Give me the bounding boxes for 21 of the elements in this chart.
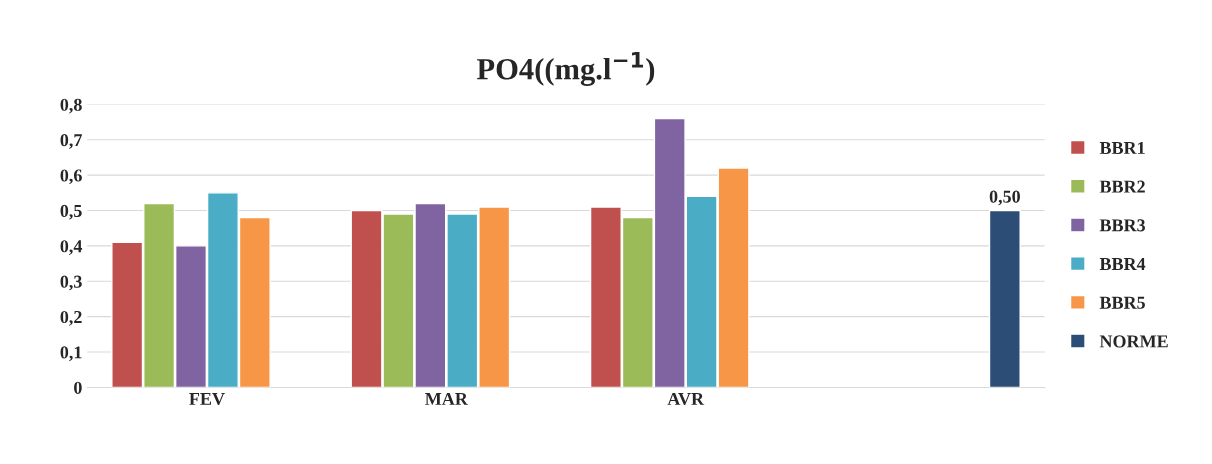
legend-label: BBR5 xyxy=(1099,296,1145,309)
y-tick-label: 0,3 xyxy=(60,275,82,291)
chart-title: PO4((mg.l$^{−1}$) xyxy=(477,51,655,86)
bar xyxy=(988,209,1021,388)
legend-label: NORME xyxy=(1099,335,1168,348)
y-tick-label: 0,8 xyxy=(60,98,82,114)
y-tick-label: 0,2 xyxy=(60,310,82,326)
x-tick-label: FEV xyxy=(189,393,225,406)
x-tick-label: AVR xyxy=(667,392,705,406)
y-tick-label: 0,7 xyxy=(60,134,82,149)
y-tick-label: 0,1 xyxy=(60,346,82,362)
legend-label: BBR3 xyxy=(1099,219,1145,232)
y-tick-label: 0,5 xyxy=(60,204,82,220)
y-tick-label: 0,6 xyxy=(60,169,82,185)
y-tick-label: 0 xyxy=(74,381,82,394)
legend-label: BBR4 xyxy=(1099,258,1146,270)
legend-label: BBR1 xyxy=(1099,141,1145,154)
data-label: 0,50 xyxy=(989,190,1020,206)
y-tick-label: 0,4 xyxy=(60,240,83,255)
legend-label: BBR2 xyxy=(1099,180,1145,193)
x-tick-label: MAR xyxy=(425,392,469,405)
